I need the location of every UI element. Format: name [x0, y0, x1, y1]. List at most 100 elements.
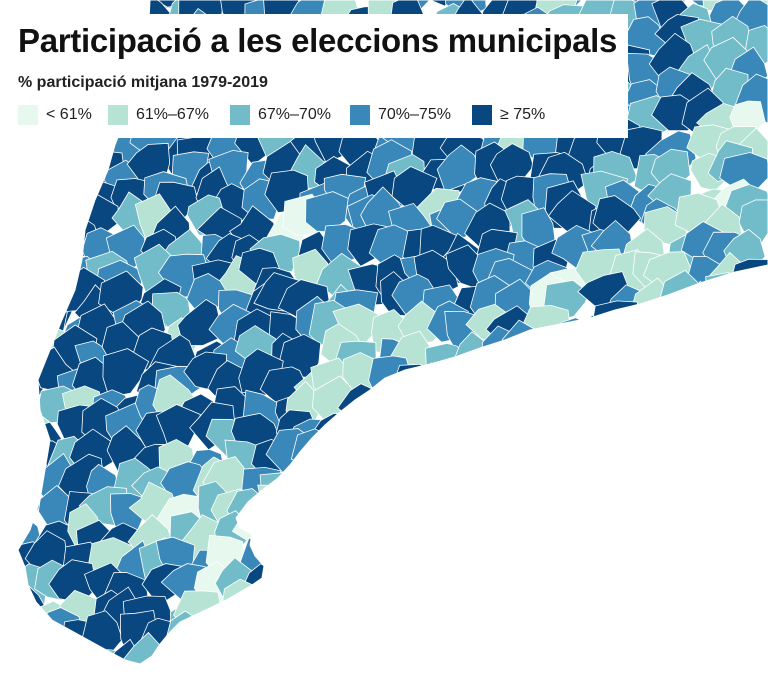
municipality-cell — [0, 478, 17, 527]
municipality-cell — [600, 417, 646, 457]
municipality-cell — [441, 398, 480, 446]
municipality-cell — [509, 464, 553, 509]
municipality-cell — [516, 649, 563, 664]
municipality-cell — [528, 325, 575, 368]
municipality-cell — [310, 490, 348, 535]
legend-label-1: < 61% — [46, 106, 92, 123]
municipality-cell — [283, 465, 328, 512]
municipality-cell — [464, 437, 510, 477]
municipality-cell — [297, 619, 347, 664]
municipality-cell — [517, 389, 565, 434]
municipality-cell — [18, 616, 55, 660]
municipality-cell — [578, 389, 619, 435]
municipality-cell — [675, 461, 718, 513]
municipality-cell — [18, 249, 48, 289]
municipality-cell — [535, 358, 575, 406]
municipality-cell — [417, 594, 463, 633]
legend-item-1: < 61% — [18, 103, 92, 127]
municipality-cell — [451, 504, 491, 550]
municipality-cell — [723, 482, 767, 526]
municipality-cell — [378, 644, 419, 664]
municipality-cell — [577, 335, 621, 389]
municipality-cell — [664, 491, 701, 536]
header-panel: Participació a les eleccions municipals … — [0, 14, 628, 138]
municipality-cell — [50, 174, 93, 225]
municipality-cell — [292, 637, 334, 664]
municipality-cell — [489, 620, 533, 663]
municipality-cell — [615, 458, 663, 495]
municipality-cell — [451, 568, 493, 614]
municipality-cell — [282, 548, 323, 591]
municipality-cell — [394, 373, 434, 425]
municipality-cell — [436, 588, 482, 635]
municipality-cell — [519, 526, 570, 576]
municipality-cell — [528, 590, 577, 626]
municipality-cell — [635, 329, 679, 371]
municipality-cell — [34, 181, 72, 223]
municipality-cell — [703, 539, 751, 583]
municipality-cell — [549, 445, 595, 485]
municipality-cell — [18, 615, 27, 664]
legend-swatch-4 — [350, 105, 370, 125]
municipality-cell — [465, 413, 514, 458]
municipality-cell — [395, 510, 439, 554]
municipality-cell — [547, 537, 587, 586]
municipality-cell — [524, 483, 571, 530]
municipality-cell — [613, 431, 651, 473]
municipality-cell — [700, 410, 748, 446]
municipality-cell — [18, 193, 20, 239]
municipality-cell — [301, 502, 344, 541]
municipality-cell — [333, 405, 381, 451]
municipality-cell — [637, 638, 683, 664]
municipality-cell — [595, 542, 649, 594]
municipality-cell — [72, 0, 117, 7]
municipality-cell — [631, 583, 670, 627]
legend-label-2: 61%–67% — [136, 106, 209, 123]
municipality-cell — [409, 362, 454, 413]
municipality-cell — [320, 535, 362, 575]
municipality-cell — [447, 352, 498, 400]
municipality-cell — [452, 621, 502, 664]
municipality-cell — [30, 201, 78, 237]
municipality-cell — [742, 528, 768, 579]
municipality-cell — [658, 520, 695, 557]
municipality-cell — [18, 408, 21, 445]
municipality-cell — [417, 440, 464, 481]
municipality-cell — [486, 435, 538, 480]
municipality-cell — [342, 618, 386, 661]
municipality-cell — [469, 585, 509, 631]
municipality-cell — [0, 460, 9, 500]
municipality-cell — [413, 642, 460, 664]
municipality-cell — [658, 650, 700, 664]
municipality-cell — [362, 463, 405, 511]
municipality-cell — [525, 609, 573, 656]
municipality-cell — [313, 591, 356, 638]
municipality-cell — [315, 461, 364, 508]
municipality-cell — [617, 388, 653, 430]
municipality-cell — [235, 649, 279, 664]
municipality-cell — [676, 584, 718, 627]
municipality-cell — [311, 608, 358, 655]
municipality-cell — [522, 443, 563, 485]
municipality-cell — [139, 0, 186, 9]
municipality-cell — [18, 378, 27, 430]
municipality-cell — [390, 363, 438, 403]
municipality-cell — [594, 518, 646, 567]
municipality-cell — [389, 638, 432, 664]
municipality-cell — [638, 437, 683, 482]
municipality-cell — [706, 302, 753, 348]
municipality-cell — [214, 625, 259, 664]
municipality-cell — [218, 656, 261, 664]
municipality-cell — [732, 402, 768, 450]
municipality-cell — [671, 560, 721, 609]
map-subtitle: % participació mitjana 1979-2019 — [18, 74, 268, 91]
municipality-cell — [734, 641, 768, 664]
municipality-cell — [525, 507, 571, 552]
municipality-cell — [18, 307, 52, 356]
municipality-cell — [576, 309, 624, 348]
municipality-cell — [427, 615, 467, 655]
municipality-cell — [533, 410, 574, 452]
municipality-cell — [705, 435, 754, 471]
municipality-cell — [523, 567, 568, 612]
municipality-cell — [563, 500, 600, 551]
